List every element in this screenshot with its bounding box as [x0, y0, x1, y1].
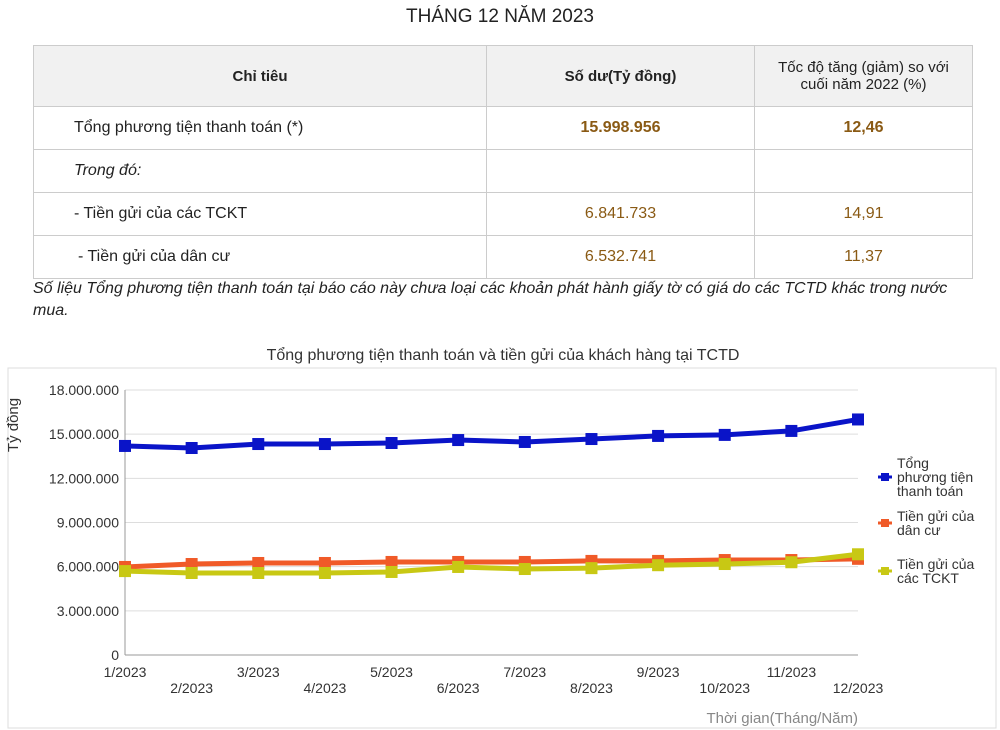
data-point	[185, 442, 198, 455]
data-point	[785, 424, 798, 437]
footnote: Số liệu Tổng phương tiện thanh toán tại …	[33, 280, 948, 319]
line-chart: Tổng phương tiện thanh toán và tiền gửi …	[5, 346, 997, 729]
data-point	[119, 565, 131, 578]
legend-marker	[881, 567, 889, 575]
data-point	[318, 556, 331, 569]
y-axis-label: Tỷ đồng	[5, 398, 22, 452]
legend-label: Tiền gửi của các TCKT	[897, 556, 975, 586]
balance	[486, 149, 755, 193]
header-cell: Chỉ tiêu	[33, 45, 487, 107]
y-tick-label: 12.000.000	[49, 470, 119, 486]
data-point	[585, 433, 598, 446]
table-header: Chỉ tiêu Số dư(Tỷ đồng) Tốc độ tăng (giả…	[33, 45, 973, 107]
data-point	[252, 556, 265, 569]
growth: 12,46	[754, 106, 973, 150]
x-tick-label: 8/2023	[570, 680, 613, 696]
balance: 6.841.733	[486, 192, 755, 236]
header-cell: Tốc độ tăng (giảm) so với cuối năm 2022 …	[754, 45, 973, 107]
row-label: Tổng phương tiện thanh toán (*)	[33, 106, 487, 150]
row-label: - Tiền gửi của dân cư	[33, 235, 487, 279]
growth: 11,37	[754, 235, 973, 279]
chart-title: Tổng phương tiện thanh toán và tiền gửi …	[267, 346, 740, 364]
series-line	[124, 551, 859, 576]
x-tick-label: 3/2023	[237, 664, 280, 680]
x-tick-label: 2/2023	[170, 680, 213, 696]
summary-table: Chỉ tiêu Số dư(Tỷ đồng) Tốc độ tăng (giả…	[33, 45, 973, 279]
data-point	[452, 560, 465, 573]
data-point	[785, 556, 798, 569]
table-row: - Tiền gửi của dân cư 6.532.741 11,37	[33, 235, 973, 279]
y-tick-label: 6.000.000	[57, 559, 119, 575]
row-label: - Tiền gửi của các TCKT	[33, 192, 487, 236]
data-point	[518, 435, 531, 448]
data-point	[585, 562, 598, 575]
series-line	[124, 556, 859, 570]
y-tick-label: 18.000.000	[49, 382, 119, 398]
data-point	[318, 438, 331, 451]
chart-frame	[7, 367, 997, 729]
data-point	[119, 439, 131, 452]
x-axis-label: Thời gian(Tháng/Năm)	[706, 710, 858, 727]
legend-marker	[881, 473, 889, 481]
x-tick-label: 5/2023	[370, 664, 413, 680]
x-tick-label: 7/2023	[503, 664, 546, 680]
data-point	[385, 555, 398, 568]
x-tick-label: 11/2023	[767, 664, 817, 680]
balance: 6.532.741	[486, 235, 755, 279]
x-tick-label: 4/2023	[303, 680, 346, 696]
page-title: THÁNG 12 NĂM 2023	[406, 6, 594, 27]
data-point	[652, 559, 665, 572]
x-tick-label: 12/2023	[833, 680, 884, 696]
balance: 15.998.956	[486, 106, 755, 150]
table-row: Trong đó:	[33, 149, 973, 193]
data-point	[652, 429, 665, 442]
data-point	[185, 566, 198, 579]
table-row: Tổng phương tiện thanh toán (*) 15.998.95…	[33, 106, 973, 150]
header-cell: Số dư(Tỷ đồng)	[486, 45, 755, 107]
series-line	[124, 416, 859, 451]
y-tick-label: 15.000.000	[49, 426, 119, 442]
legend-label: Tiền gửi của dân cư	[897, 508, 975, 538]
data-point	[852, 548, 864, 561]
data-point	[318, 566, 331, 579]
data-point	[385, 437, 398, 449]
table-row: - Tiền gửi của các TCKT 6.841.733 14,91	[33, 192, 973, 236]
y-tick-label: 9.000.000	[57, 515, 119, 531]
data-point	[852, 413, 864, 426]
row-label: Trong đó:	[33, 149, 487, 193]
x-tick-label: 6/2023	[437, 680, 480, 696]
data-point	[718, 428, 731, 441]
y-tick-label: 3.000.000	[57, 603, 119, 619]
data-point	[518, 563, 531, 576]
y-tick-label: 0	[111, 647, 119, 663]
x-tick-label: 10/2023	[699, 680, 750, 696]
data-point	[718, 558, 731, 571]
legend-marker	[881, 519, 889, 527]
data-point	[252, 438, 265, 451]
data-point	[385, 565, 398, 578]
legend-label: Tổng phương tiện thanh toán	[897, 455, 973, 499]
x-tick-label: 9/2023	[637, 664, 680, 680]
data-point	[252, 566, 265, 579]
growth	[754, 149, 973, 193]
data-point	[452, 434, 465, 447]
x-tick-label: 1/2023	[104, 664, 147, 680]
growth: 14,91	[754, 192, 973, 236]
